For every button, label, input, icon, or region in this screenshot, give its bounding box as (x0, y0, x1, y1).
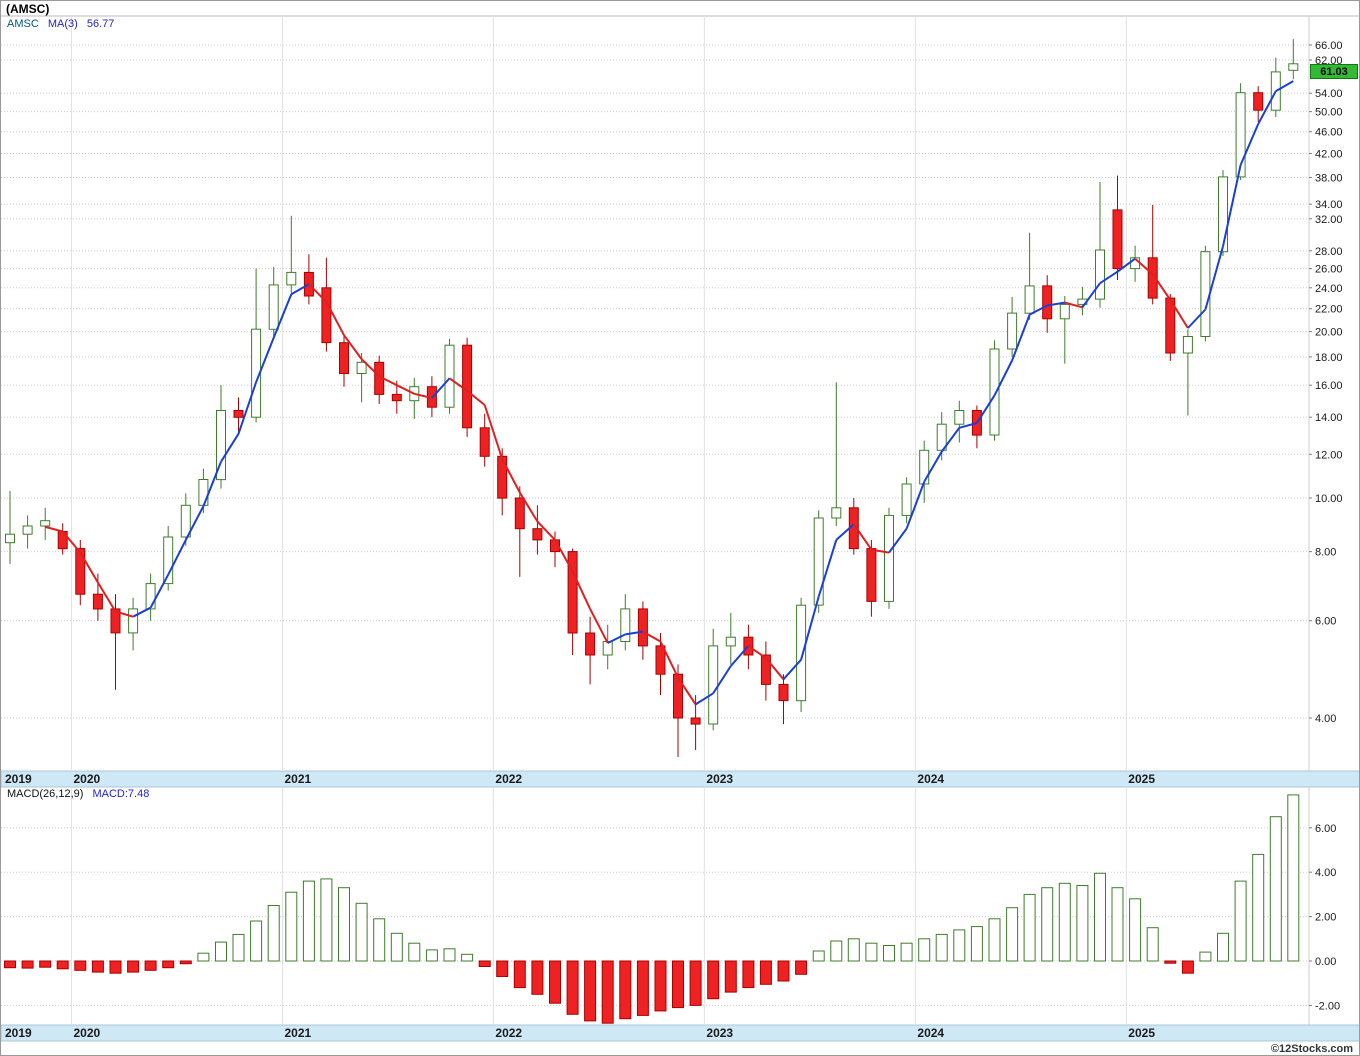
svg-text:2023: 2023 (706, 772, 733, 786)
svg-text:46.00: 46.00 (1315, 127, 1343, 139)
svg-text:0.00: 0.00 (1315, 956, 1336, 968)
svg-text:34.00: 34.00 (1315, 199, 1343, 211)
svg-text:2.00: 2.00 (1315, 912, 1336, 924)
svg-text:2024: 2024 (917, 1026, 944, 1040)
svg-text:-2.00: -2.00 (1315, 1000, 1340, 1012)
svg-text:16.00: 16.00 (1315, 380, 1343, 392)
x-axis-bands (1, 770, 1359, 1042)
svg-text:20.00: 20.00 (1315, 327, 1343, 339)
svg-text:2022: 2022 (495, 772, 522, 786)
macd-legend: MACD(26,12,9) MACD:7.48 (7, 788, 149, 800)
chart-title: (AMSC) (6, 2, 50, 16)
svg-text:12.00: 12.00 (1315, 449, 1343, 461)
svg-text:2020: 2020 (74, 772, 101, 786)
svg-text:2020: 2020 (74, 1026, 101, 1040)
svg-text:10.00: 10.00 (1315, 493, 1343, 505)
ma-value: 56.77 (86, 18, 115, 30)
svg-text:6.00: 6.00 (1315, 823, 1336, 835)
svg-text:66.00: 66.00 (1315, 40, 1343, 52)
svg-text:26.00: 26.00 (1315, 264, 1343, 276)
svg-text:2019: 2019 (5, 772, 32, 786)
svg-text:54.00: 54.00 (1315, 88, 1343, 100)
macd-histogram (4, 794, 1300, 1024)
svg-text:32.00: 32.00 (1315, 214, 1343, 226)
svg-text:2023: 2023 (706, 1026, 733, 1040)
svg-text:2022: 2022 (495, 1026, 522, 1040)
svg-text:6.00: 6.00 (1315, 616, 1336, 628)
macd-value: MACD:7.48 (92, 788, 150, 800)
svg-text:42.00: 42.00 (1315, 149, 1343, 161)
svg-text:38.00: 38.00 (1315, 173, 1343, 185)
svg-text:2025: 2025 (1128, 1026, 1155, 1040)
price-legend: AMSC MA(3) 56.77 (7, 18, 114, 30)
watermark-credit: ©12Stocks.com (1270, 1043, 1353, 1055)
year-grid-and-labels: 2019 2019 2020 2020 2021 2021 2022 2022 2023 2023… (5, 16, 1155, 1040)
svg-text:8.00: 8.00 (1315, 547, 1336, 559)
svg-text:22.00: 22.00 (1315, 304, 1343, 316)
svg-text:2021: 2021 (285, 772, 312, 786)
price-axis: 66.0062.0054.0050.0046.0042.0038.0034.00… (1, 40, 1343, 725)
svg-text:28.00: 28.00 (1315, 246, 1343, 258)
svg-text:50.00: 50.00 (1315, 107, 1343, 119)
svg-text:2025: 2025 (1128, 772, 1155, 786)
ma-line (44, 80, 1294, 706)
candles (5, 39, 1299, 757)
ma-label: MA(3) (47, 18, 78, 30)
svg-text:4.00: 4.00 (1315, 867, 1336, 879)
macd-params-label: MACD(26,12,9) (7, 788, 84, 800)
svg-text:14.00: 14.00 (1315, 412, 1343, 424)
svg-text:2021: 2021 (285, 1026, 312, 1040)
svg-text:2024: 2024 (917, 772, 944, 786)
svg-text:24.00: 24.00 (1315, 283, 1343, 295)
svg-text:4.00: 4.00 (1315, 713, 1336, 725)
symbol-label: AMSC (7, 18, 39, 30)
last-price-badge: 61.03 (1310, 64, 1358, 79)
svg-text:2019: 2019 (5, 1026, 32, 1040)
svg-text:18.00: 18.00 (1315, 352, 1343, 364)
